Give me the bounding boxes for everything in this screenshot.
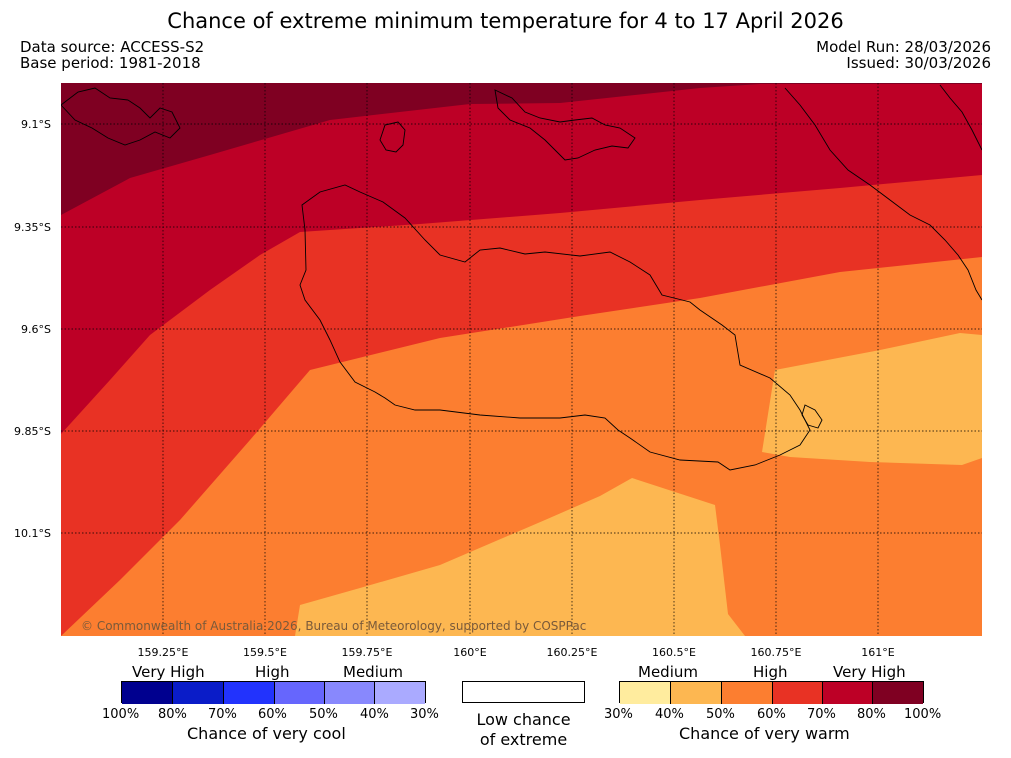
lon-tick: 159.5°E [243,646,287,659]
warm-swatch [873,682,923,704]
meta-right: Model Run: 28/03/2026 Issued: 30/03/2026 [816,39,991,71]
cool-label-high: High [255,663,290,681]
cool-swatch [325,682,375,704]
lon-ticks: 159.25°E 159.5°E 159.75°E 160°E 160.25°E… [138,646,895,659]
lon-tick: 159.75°E [342,646,393,659]
cool-swatch [375,682,425,704]
cool-pct: 70% [208,707,237,722]
warm-label-high: High [753,663,788,681]
base-period: Base period: 1981-2018 [20,54,201,72]
cool-swatch [122,682,173,704]
warm-pct: 50% [706,707,735,722]
warm-swatch [620,682,671,704]
warm-label-very-high: Very High [833,663,906,681]
lat-tick: 9.85°S [14,425,51,438]
zone-medium-50 [61,257,982,636]
malaita-coast [784,87,982,301]
lon-tick: 160.25°E [547,646,598,659]
lon-tick: 159.25°E [138,646,189,659]
warm-pct: 30% [604,707,633,722]
cool-pct: 80% [158,707,187,722]
savo-island [379,121,406,153]
warm-pct: 60% [757,707,786,722]
warm-legend-title: Chance of very warm [679,724,850,743]
cool-swatch [275,682,325,704]
issued-date: Issued: 30/03/2026 [846,54,991,72]
meta-left: Data source: ACCESS-S2 Base period: 1981… [20,39,204,71]
lat-tick: 10.1°S [14,527,51,540]
warm-swatch [671,682,722,704]
zone-medium-40-south [295,478,745,636]
warm-pct: 100% [904,707,942,722]
lat-tick: 9.6°S [21,323,51,336]
lat-ticks: 9.1°S 9.35°S 9.6°S 9.85°S 10.1°S [14,118,51,540]
cool-pct: 30% [410,707,439,722]
santa-isabel-coast [61,87,181,146]
neutral-legend-label: Low chance of extreme [462,710,585,750]
lat-tick: 9.35°S [14,221,51,234]
warm-colorbar [619,681,924,704]
cool-label-medium: Medium [343,663,403,681]
warm-pct: 40% [655,707,684,722]
cool-label-very-high: Very High [132,663,205,681]
warm-swatch [823,682,873,704]
zone-medium-40-east [762,333,982,465]
neutral-line-1: Low chance [476,710,571,729]
neutral-line-2: of extreme [479,730,568,749]
lon-tick: 160.5°E [652,646,696,659]
warm-pct: 70% [807,707,836,722]
warm-swatch [722,682,773,704]
neutral-swatch [462,681,585,703]
cool-swatch [173,682,224,704]
cool-legend-title: Chance of very cool [187,724,346,743]
malaita-east-coast [939,84,982,151]
guadalcanal-coast [299,184,811,471]
cool-pct: 60% [258,707,287,722]
cool-pct: 100% [102,707,140,722]
model-run: Model Run: 28/03/2026 [816,38,991,56]
map-title: Chance of extreme minimum temperature fo… [167,9,844,33]
lon-tick: 160.75°E [751,646,802,659]
cool-pct: 40% [360,707,389,722]
cool-colorbar [121,681,426,704]
warm-pct: 80% [857,707,886,722]
lon-tick: 161°E [861,646,894,659]
copyright-note: © Commonwealth of Australia 2026, Bureau… [81,619,586,633]
graticule [61,83,982,636]
florida-islands [494,89,636,161]
warm-label-medium: Medium [638,663,698,681]
cool-swatch [224,682,275,704]
coastlines [61,84,982,471]
data-source: Data source: ACCESS-S2 [20,38,205,56]
warm-swatch [773,682,823,704]
lon-tick: 160°E [453,646,486,659]
marau-islets [801,404,823,429]
lat-tick: 9.1°S [21,118,51,131]
cool-pct: 50% [309,707,338,722]
map-area [61,83,982,636]
